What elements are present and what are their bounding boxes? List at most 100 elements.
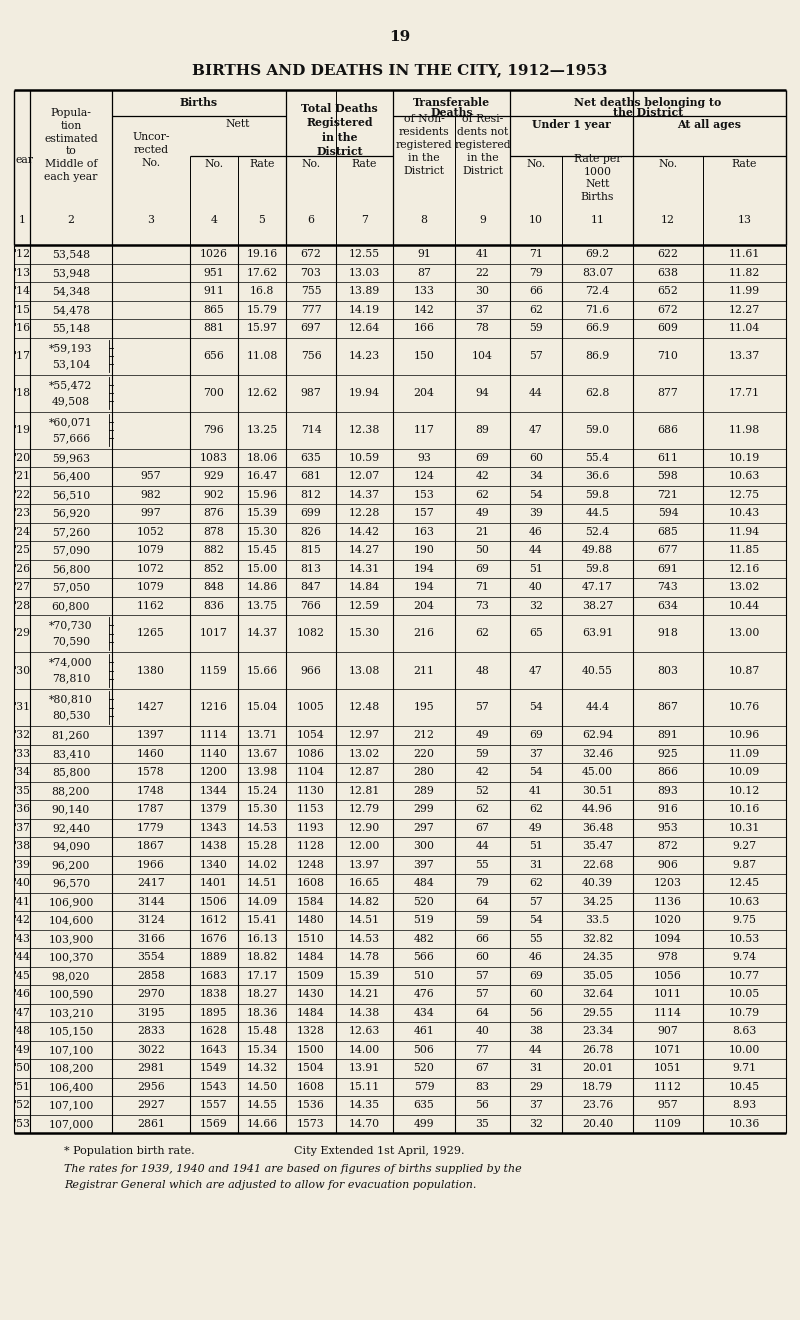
Text: Under 1 year: Under 1 year <box>532 119 611 129</box>
Text: 9.71: 9.71 <box>733 1063 757 1073</box>
Text: 925: 925 <box>658 748 678 759</box>
Text: 31: 31 <box>529 1063 543 1073</box>
Text: 14.51: 14.51 <box>246 878 278 888</box>
Text: 13.25: 13.25 <box>246 425 278 436</box>
Text: 13.00: 13.00 <box>729 628 760 639</box>
Text: Net deaths belonging to: Net deaths belonging to <box>574 96 722 107</box>
Text: 434: 434 <box>414 1007 434 1018</box>
Text: 8.93: 8.93 <box>732 1101 757 1110</box>
Text: 32.46: 32.46 <box>582 748 613 759</box>
Text: 56,510: 56,510 <box>52 490 90 500</box>
Text: 34: 34 <box>529 471 543 482</box>
Text: 14.42: 14.42 <box>349 527 380 537</box>
Text: 2417: 2417 <box>137 878 165 888</box>
Text: Transferable: Transferable <box>413 96 490 107</box>
Text: 1573: 1573 <box>297 1119 325 1129</box>
Text: 57: 57 <box>476 702 490 713</box>
Text: 1193: 1193 <box>297 822 325 833</box>
Text: No.: No. <box>302 158 321 169</box>
Text: 41: 41 <box>529 785 543 796</box>
Text: 157: 157 <box>414 508 434 519</box>
Text: 108,200: 108,200 <box>48 1063 94 1073</box>
Text: 14.86: 14.86 <box>246 582 278 593</box>
Text: 1109: 1109 <box>654 1119 682 1129</box>
Text: 1578: 1578 <box>137 767 165 777</box>
Text: 1504: 1504 <box>297 1063 325 1073</box>
Text: 1020: 1020 <box>654 915 682 925</box>
Text: No.: No. <box>658 158 678 169</box>
Text: 14.84: 14.84 <box>349 582 380 593</box>
Text: 15.45: 15.45 <box>246 545 278 556</box>
Text: 10.36: 10.36 <box>729 1119 760 1129</box>
Text: 10.44: 10.44 <box>729 601 760 611</box>
Text: 12: 12 <box>661 215 675 224</box>
Text: 53,104: 53,104 <box>52 359 90 370</box>
Text: 44: 44 <box>529 388 543 399</box>
Text: 891: 891 <box>658 730 678 741</box>
Text: 1628: 1628 <box>200 1026 228 1036</box>
Text: 55,148: 55,148 <box>52 323 90 333</box>
Text: 24.35: 24.35 <box>582 952 613 962</box>
Text: 104: 104 <box>472 351 493 360</box>
Text: 47: 47 <box>529 425 543 436</box>
Text: 12.07: 12.07 <box>349 471 380 482</box>
Text: 1343: 1343 <box>200 822 228 833</box>
Text: 57: 57 <box>529 351 543 360</box>
Text: '35: '35 <box>14 785 30 796</box>
Text: 951: 951 <box>204 268 224 277</box>
Text: 1509: 1509 <box>297 970 325 981</box>
Text: Rate: Rate <box>732 158 757 169</box>
Text: 63.91: 63.91 <box>582 628 613 639</box>
Text: of Resi-
dents not
registered
in the
District: of Resi- dents not registered in the Dis… <box>454 115 511 176</box>
Text: 51: 51 <box>529 841 543 851</box>
Text: 23.34: 23.34 <box>582 1026 613 1036</box>
Text: 677: 677 <box>658 545 678 556</box>
Text: 40: 40 <box>475 1026 490 1036</box>
Text: 17.62: 17.62 <box>246 268 278 277</box>
Text: 12.75: 12.75 <box>729 490 760 500</box>
Text: 10.19: 10.19 <box>729 453 760 463</box>
Text: 11.85: 11.85 <box>729 545 760 556</box>
Text: 766: 766 <box>301 601 322 611</box>
Text: 579: 579 <box>414 1082 434 1092</box>
Text: 1052: 1052 <box>137 527 165 537</box>
Text: 13.67: 13.67 <box>246 748 278 759</box>
Text: * Population birth rate.: * Population birth rate. <box>64 1146 194 1156</box>
Text: '43: '43 <box>14 933 30 944</box>
Text: 57: 57 <box>529 896 543 907</box>
Text: 1094: 1094 <box>654 933 682 944</box>
Text: 826: 826 <box>301 527 322 537</box>
Text: 9.75: 9.75 <box>733 915 757 925</box>
Text: 866: 866 <box>658 767 678 777</box>
Text: 847: 847 <box>301 582 322 593</box>
Text: 15.11: 15.11 <box>349 1082 380 1092</box>
Text: 848: 848 <box>203 582 225 593</box>
Text: 881: 881 <box>203 323 225 333</box>
Text: 12.28: 12.28 <box>349 508 380 519</box>
Text: 56: 56 <box>529 1007 543 1018</box>
Text: 1162: 1162 <box>137 601 165 611</box>
Text: 1430: 1430 <box>297 989 325 999</box>
Text: 1543: 1543 <box>200 1082 228 1092</box>
Text: 1130: 1130 <box>297 785 325 796</box>
Text: 124: 124 <box>414 471 434 482</box>
Text: 14.02: 14.02 <box>246 859 278 870</box>
Text: 37: 37 <box>529 1101 543 1110</box>
Text: 1643: 1643 <box>200 1044 228 1055</box>
Text: 72.4: 72.4 <box>586 286 610 296</box>
Text: 71.6: 71.6 <box>586 305 610 314</box>
Text: 204: 204 <box>414 388 434 399</box>
Text: 1248: 1248 <box>297 859 325 870</box>
Text: 14.32: 14.32 <box>246 1063 278 1073</box>
Text: 697: 697 <box>301 323 322 333</box>
Text: 953: 953 <box>658 822 678 833</box>
Text: 14.37: 14.37 <box>349 490 380 500</box>
Text: 67: 67 <box>475 1063 490 1073</box>
Text: 1484: 1484 <box>297 952 325 962</box>
Text: 656: 656 <box>203 351 225 360</box>
Text: '29: '29 <box>14 628 30 639</box>
Text: 499: 499 <box>414 1119 434 1129</box>
Text: 59: 59 <box>529 323 543 333</box>
Text: 3195: 3195 <box>137 1007 165 1018</box>
Text: 26.78: 26.78 <box>582 1044 613 1055</box>
